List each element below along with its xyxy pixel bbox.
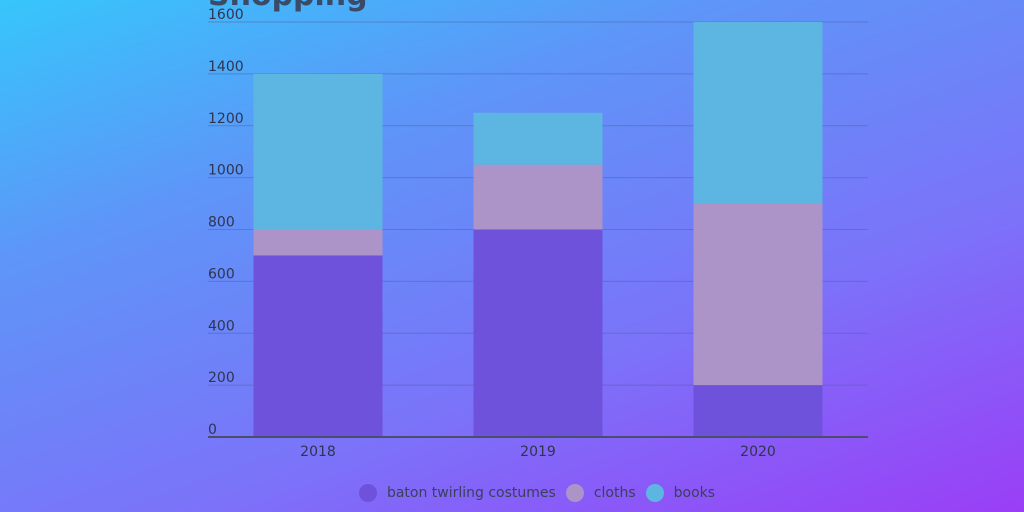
- legend-item: cloths: [565, 484, 636, 502]
- y-tick-label: 1200: [208, 111, 244, 127]
- legend-label: cloths: [593, 485, 636, 501]
- legend-item: baton twirling costumes: [358, 484, 556, 502]
- y-tick-label: 800: [208, 215, 235, 231]
- y-tick-label: 400: [208, 318, 235, 334]
- y-tick-label: 600: [208, 266, 235, 282]
- legend-swatch: [565, 484, 584, 502]
- bar-cloths-2019: [473, 164, 603, 230]
- bar-baton-twirling-costumes-2020: [693, 385, 823, 437]
- x-tick-label: 2020: [740, 444, 776, 460]
- x-tick-label: 2018: [300, 444, 336, 460]
- bar-cloths-2018: [253, 229, 383, 256]
- bars: [253, 22, 823, 437]
- x-tick-label: 2019: [520, 444, 556, 460]
- legend-label: baton twirling costumes: [386, 485, 556, 501]
- legend-swatch: [358, 484, 377, 502]
- legend-label: books: [673, 485, 716, 501]
- y-tick-label: 1600: [208, 7, 244, 23]
- bar-cloths-2020: [693, 203, 823, 386]
- bar-baton-twirling-costumes-2018: [253, 255, 383, 437]
- y-tick-label: 1400: [208, 59, 244, 75]
- legend-item: books: [645, 484, 716, 502]
- bar-baton-twirling-costumes-2019: [473, 229, 603, 437]
- y-tick-label: 0: [208, 422, 217, 438]
- legend-swatch: [645, 484, 664, 502]
- legend: baton twirling costumes cloths books: [0, 484, 1024, 502]
- y-axis-ticks: 0 200 400 600 800 1000 1200 1400 1600: [208, 7, 244, 438]
- bar-books-2020: [693, 22, 823, 204]
- y-tick-label: 200: [208, 370, 235, 386]
- y-tick-label: 1000: [208, 163, 244, 179]
- bar-books-2019: [473, 112, 603, 165]
- chart-title: Shopping: [208, 0, 368, 13]
- x-axis-ticks: 2018 2019 2020: [300, 444, 776, 460]
- bar-books-2018: [253, 73, 383, 230]
